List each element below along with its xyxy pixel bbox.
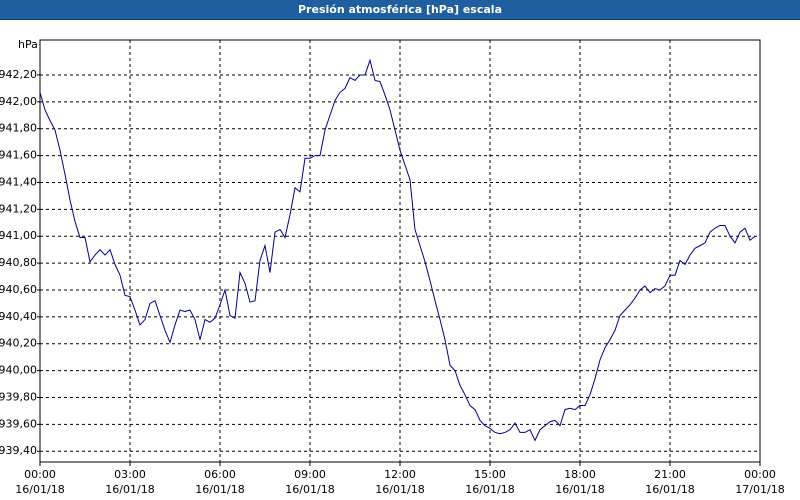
x-tick-label: 09:00 (294, 468, 326, 481)
x-tick-label: 06:00 (204, 468, 236, 481)
x-tick-date: 16/01/18 (15, 483, 64, 496)
y-tick-label: 941,20 (0, 202, 37, 215)
y-tick-label: 941,80 (0, 122, 37, 135)
data-line (39, 58, 756, 442)
chart-title: Presión atmosférica [hPa] escala (298, 3, 502, 16)
x-tick-label: 00:00 (744, 468, 776, 481)
y-tick-label: 942,00 (0, 95, 37, 108)
y-tick-label: 940,20 (0, 337, 37, 350)
y-tick-label: 939,80 (0, 390, 37, 403)
y-tick-label: 939,40 (0, 444, 37, 457)
y-tick-label: 942,20 (0, 68, 37, 81)
y-tick-label: 941,60 (0, 149, 37, 162)
y-tick-label: 940,40 (0, 310, 37, 323)
x-tick-label: 15:00 (474, 468, 506, 481)
x-tick-label: 12:00 (384, 468, 416, 481)
y-tick-label: 940,80 (0, 256, 37, 269)
x-tick-label: 18:00 (564, 468, 596, 481)
x-tick-label: 03:00 (114, 468, 146, 481)
y-axis-label: hPa (18, 38, 38, 51)
y-tick-label: 939,60 (0, 417, 37, 430)
x-tick-date: 16/01/18 (645, 483, 694, 496)
x-tick-date: 16/01/18 (105, 483, 154, 496)
y-tick-label: 940,60 (0, 283, 37, 296)
x-tick-date: 16/01/18 (285, 483, 334, 496)
y-tick-label: 941,00 (0, 229, 37, 242)
x-tick-date: 16/01/18 (555, 483, 604, 496)
x-tick-date: 16/01/18 (465, 483, 514, 496)
y-tick-label: 940,00 (0, 364, 37, 377)
y-tick-label: 941,40 (0, 175, 37, 188)
x-tick-date: 16/01/18 (375, 483, 424, 496)
x-tick-date: 16/01/18 (195, 483, 244, 496)
x-tick-label: 00:00 (24, 468, 56, 481)
x-tick-date: 17/01/18 (735, 483, 784, 496)
title-bar (0, 0, 800, 20)
title-bar-border (0, 19, 800, 20)
x-tick-label: 21:00 (654, 468, 686, 481)
